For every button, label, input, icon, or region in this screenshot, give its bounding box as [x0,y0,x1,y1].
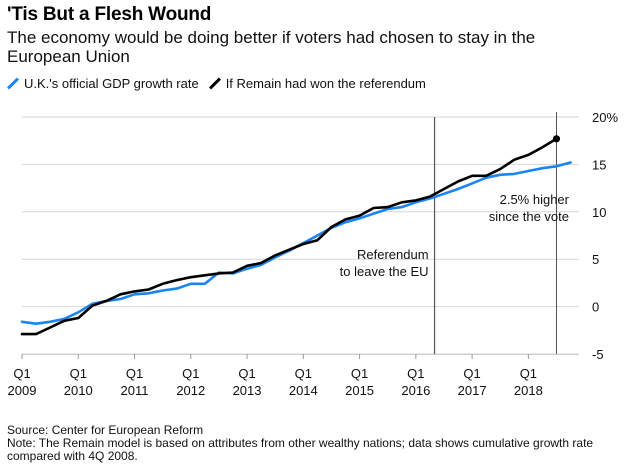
x-tick-label-quarter: Q1 [520,366,537,381]
series-line-remain [20,137,558,336]
legend-item-remain: If Remain had won the referendum [209,76,426,91]
x-tick-label-year: 2016 [401,383,430,398]
y-tick-label: 0 [592,300,599,315]
legend-label-official: U.K.'s official GDP growth rate [24,76,199,91]
x-tick-label-quarter: Q1 [126,366,143,381]
model-note: Note: The Remain model is based on attri… [7,436,594,463]
x-tick-label-quarter: Q1 [295,366,312,381]
x-tick-label-quarter: Q1 [238,366,255,381]
x-tick-label-year: 2015 [345,383,374,398]
x-tick-label-year: 2011 [121,383,149,398]
y-tick-label: 15 [592,157,606,172]
y-tick-label: 10 [592,205,606,220]
legend-label-remain: If Remain had won the referendum [225,76,426,91]
y-tick-label: -5 [592,347,604,362]
remain-endpoint-dot [552,135,561,143]
x-tick-label-year: 2018 [514,383,543,398]
x-tick-label-quarter: Q1 [351,366,368,381]
legend: U.K.'s official GDP growth rate If Remai… [7,76,436,91]
chart-title: 'Tis But a Flesh Wound [7,4,212,25]
x-tick-label-quarter: Q1 [70,366,87,381]
annotation-referendum-2: to leave the EU [340,264,429,279]
annotation-referendum: Referendum [357,247,429,262]
x-tick-label-year: 2009 [8,383,37,398]
x-tick-label-quarter: Q1 [13,366,30,381]
annotation-higher: 2.5% higher [500,192,570,207]
x-tick-label-year: 2017 [458,383,487,398]
legend-item-official: U.K.'s official GDP growth rate [7,76,199,91]
x-tick-label-year: 2012 [176,383,205,398]
x-tick-label-quarter: Q1 [463,366,480,381]
annotation-higher-2: since the vote [489,209,569,224]
chart-subtitle: The economy would be doing better if vot… [7,28,536,66]
series-line-official-gdp [20,161,572,326]
x-tick-label-quarter: Q1 [182,366,199,381]
footer: Source: Center for European Reform Note:… [7,424,622,463]
x-tick-label-quarter: Q1 [407,366,424,381]
y-tick-label: 20% [592,110,618,125]
x-tick-label-year: 2014 [289,383,318,398]
x-tick-label-year: 2010 [64,383,93,398]
x-tick-label-year: 2013 [233,383,262,398]
source-note: Source: Center for European Reform [7,423,204,437]
y-tick-label: 5 [592,252,599,267]
